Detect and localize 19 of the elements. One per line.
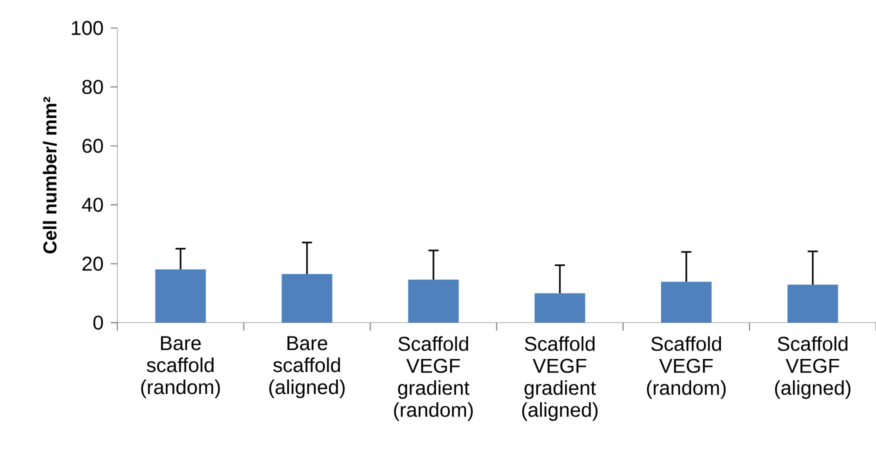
bar xyxy=(408,280,459,323)
x-tick-label: Scaffold VEGF gradient (aligned) xyxy=(522,336,598,422)
y-tick-label: 0 xyxy=(93,316,103,330)
x-tick-label: Scaffold VEGF gradient (random) xyxy=(394,336,473,422)
y-tick-label: 100 xyxy=(72,21,103,36)
bar xyxy=(282,274,332,323)
y-axis-title: Cell number/ mm² xyxy=(42,97,57,254)
x-tick-label: Bare scaffold (random) xyxy=(141,336,220,398)
x-tick-label: Scaffold VEGF (random) xyxy=(646,336,726,400)
y-tick-label: 40 xyxy=(82,198,103,212)
y-tick-label: 60 xyxy=(82,138,103,154)
bar xyxy=(534,293,586,323)
y-tick-label: 20 xyxy=(82,256,103,271)
y-tick-label: 80 xyxy=(82,80,103,94)
bar xyxy=(787,284,838,323)
x-tick-label: Scaffold VEGF (aligned) xyxy=(775,336,850,400)
bar xyxy=(155,269,206,323)
bar xyxy=(661,282,712,323)
x-tick-label: Bare scaffold (aligned) xyxy=(269,336,345,398)
